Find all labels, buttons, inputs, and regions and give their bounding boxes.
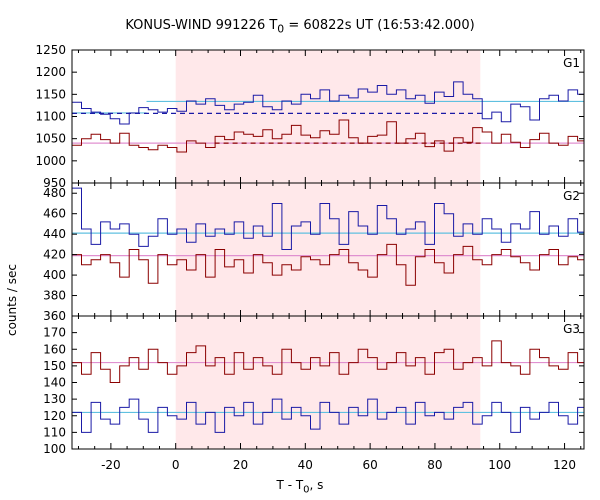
x-axis-label: T - T0, s (276, 478, 324, 496)
panel-g3-ytick-label-1: 110 (43, 425, 66, 439)
panel-g1-ytick-label-4: 1150 (35, 87, 66, 101)
panel-g3-ytick-label-6: 160 (43, 342, 66, 356)
panel-g3-series-1 (72, 398, 584, 433)
panel-g1-ytick-label-6: 1250 (35, 43, 66, 57)
panel-g2-series-0 (72, 187, 584, 250)
panel-g1-ytick-label-1: 1000 (35, 154, 66, 168)
panel-g1-ytick-label-0: 950 (43, 176, 66, 190)
panel-g1-series-0 (72, 81, 584, 125)
panel-g2-series-1 (72, 243, 584, 286)
panel-g3-series-0 (72, 340, 584, 383)
panel-g3: 100 110 120 130 140 150 160 170 G3 (43, 315, 585, 456)
panel-g3-ytick-label-0: 100 (43, 442, 66, 456)
panel-g2-label: G2 (563, 189, 580, 203)
panel-g2-ytick-label-2: 400 (43, 268, 66, 282)
panel-g2-ytick-label-6: 480 (43, 186, 66, 200)
xtick-label-7: 120 (553, 458, 576, 472)
panel-g2-ytick-label-5: 460 (43, 207, 66, 221)
panel-g3-ytick-label-5: 150 (43, 359, 66, 373)
panel-g1: 950 1000 1050 1100 1150 1200 1250 G1 (35, 43, 585, 190)
chart-title: KONUS-WIND 991226 T0 = 60822s UT (16:53:… (125, 18, 475, 36)
panel-g2-ytick-label-1: 380 (43, 289, 66, 303)
xtick-label-4: 60 (362, 458, 377, 472)
panel-g2: 360 380 400 420 440 460 480 G2 (43, 182, 585, 323)
panel-g2-ytick-label-0: 360 (43, 309, 66, 323)
xtick-label-0: -20 (101, 458, 121, 472)
panel-g3-ytick-label-2: 120 (43, 409, 66, 423)
panel-g1-series-1 (72, 119, 584, 153)
panel-g1-ytick-label-3: 1100 (35, 110, 66, 124)
panel-g3-label: G3 (563, 322, 580, 336)
xtick-label-1: 0 (172, 458, 180, 472)
xtick-label-2: 20 (233, 458, 248, 472)
xtick-label-3: 40 (298, 458, 313, 472)
panel-g3-ytick-label-4: 140 (43, 376, 66, 390)
xtick-label-5: 80 (427, 458, 442, 472)
panel-g1-ytick-label-5: 1200 (35, 65, 66, 79)
panel-g3-ytick-label-7: 170 (43, 326, 66, 340)
panel-g2-ytick-label-3: 420 (43, 248, 66, 262)
panel-g3-ytick-label-3: 130 (43, 392, 66, 406)
xtick-label-6: 100 (488, 458, 511, 472)
panel-g1-label: G1 (563, 56, 580, 70)
panel-g1-ytick-label-2: 1050 (35, 132, 66, 146)
panel-g2-ytick-label-4: 440 (43, 227, 66, 241)
